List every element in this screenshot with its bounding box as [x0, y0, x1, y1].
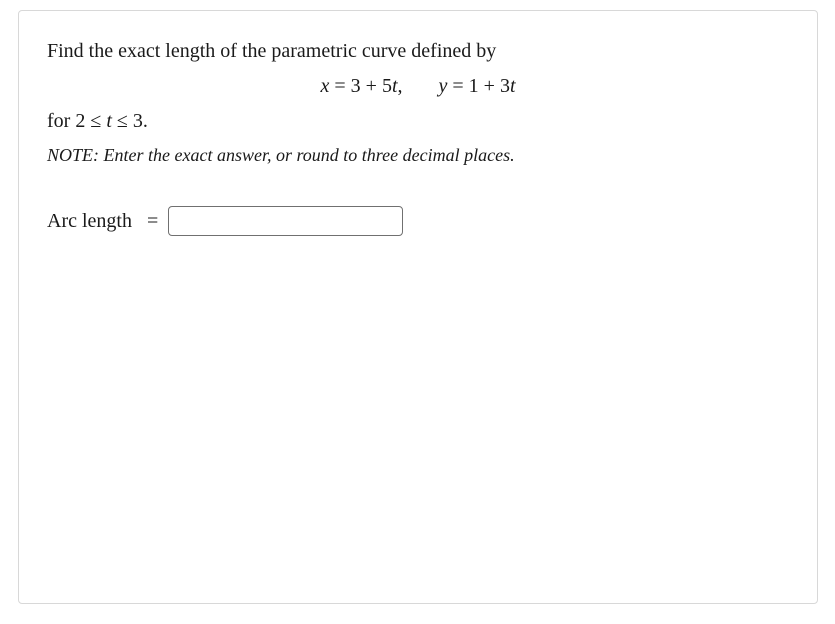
equals-sign: =: [142, 210, 158, 233]
plus-sign: +: [366, 75, 382, 97]
eq2-lhs: y: [439, 75, 448, 97]
problem-card: Find the exact length of the parametric …: [18, 10, 818, 604]
range-high: 3: [133, 110, 143, 132]
range-text: for 2 ≤ t ≤ 3.: [47, 110, 789, 133]
note-text: NOTE: Enter the exact answer, or round t…: [47, 145, 789, 166]
leq-sign: ≤: [90, 110, 106, 132]
eq-sign: =: [452, 75, 468, 97]
leq-sign: ≤: [117, 110, 133, 132]
eq2-const: 1: [469, 75, 479, 97]
eq1-lhs: x: [320, 75, 329, 97]
prompt-text: Find the exact length of the parametric …: [47, 37, 789, 65]
plus-sign: +: [484, 75, 500, 97]
eq1-const: 3: [351, 75, 361, 97]
eq2-coeff: 3: [500, 75, 510, 97]
eq1-coeff: 5: [382, 75, 392, 97]
eq2-var: t: [510, 75, 516, 97]
answer-label: Arc length: [47, 210, 132, 233]
range-var: t: [106, 110, 112, 132]
answer-row: Arc length =: [47, 206, 789, 236]
range-low: 2: [75, 110, 85, 132]
comma: ,: [398, 75, 403, 97]
equations: x = 3 + 5t, y = 1 + 3t: [47, 75, 789, 98]
range-period: .: [143, 110, 148, 132]
arc-length-input[interactable]: [168, 206, 403, 236]
range-prefix: for: [47, 110, 75, 132]
eq-sign: =: [334, 75, 350, 97]
